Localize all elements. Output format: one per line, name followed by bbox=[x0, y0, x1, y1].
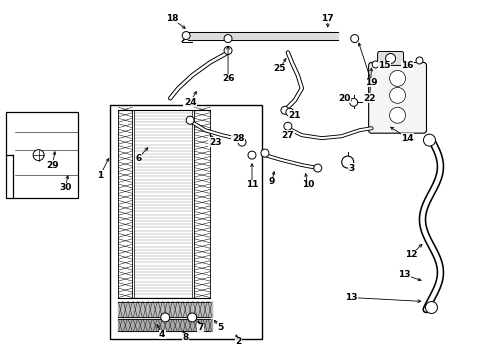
Text: 26: 26 bbox=[222, 74, 234, 83]
Text: 22: 22 bbox=[363, 94, 375, 103]
Text: 25: 25 bbox=[273, 64, 285, 73]
Text: 27: 27 bbox=[281, 131, 294, 140]
Text: 10: 10 bbox=[301, 180, 313, 189]
Circle shape bbox=[389, 107, 405, 123]
Circle shape bbox=[371, 61, 378, 68]
Text: 23: 23 bbox=[208, 138, 221, 147]
Text: 14: 14 bbox=[400, 134, 413, 143]
Text: 30: 30 bbox=[59, 184, 72, 193]
Text: 28: 28 bbox=[231, 134, 244, 143]
Bar bbox=[110, 105, 262, 339]
Circle shape bbox=[341, 156, 353, 168]
Circle shape bbox=[33, 150, 44, 161]
Circle shape bbox=[161, 313, 169, 322]
Text: 21: 21 bbox=[288, 111, 301, 120]
Text: 20: 20 bbox=[338, 94, 350, 103]
Text: 2: 2 bbox=[234, 337, 241, 346]
Text: 12: 12 bbox=[405, 250, 417, 259]
FancyBboxPatch shape bbox=[368, 62, 426, 133]
Text: 1: 1 bbox=[97, 171, 103, 180]
Circle shape bbox=[284, 122, 291, 130]
Circle shape bbox=[187, 313, 196, 322]
Text: 11: 11 bbox=[245, 180, 258, 189]
Text: 5: 5 bbox=[217, 323, 223, 332]
Text: 4: 4 bbox=[159, 330, 165, 339]
Text: 6: 6 bbox=[135, 154, 141, 163]
Text: 24: 24 bbox=[183, 98, 196, 107]
Text: 17: 17 bbox=[321, 14, 333, 23]
Text: 18: 18 bbox=[165, 14, 178, 23]
Text: 19: 19 bbox=[365, 78, 377, 87]
FancyBboxPatch shape bbox=[377, 51, 403, 66]
Circle shape bbox=[224, 46, 232, 54]
Text: 13: 13 bbox=[398, 270, 410, 279]
Circle shape bbox=[247, 151, 255, 159]
Circle shape bbox=[186, 116, 194, 124]
Circle shape bbox=[285, 108, 293, 116]
Circle shape bbox=[224, 35, 232, 42]
Circle shape bbox=[182, 32, 190, 40]
Text: 3: 3 bbox=[348, 163, 354, 172]
Text: 8: 8 bbox=[182, 333, 188, 342]
Circle shape bbox=[425, 302, 437, 314]
Circle shape bbox=[350, 35, 358, 42]
Circle shape bbox=[389, 71, 405, 86]
Circle shape bbox=[313, 164, 321, 172]
Circle shape bbox=[238, 138, 245, 146]
Circle shape bbox=[280, 106, 288, 114]
Circle shape bbox=[415, 57, 422, 64]
Circle shape bbox=[389, 87, 405, 103]
Text: 16: 16 bbox=[401, 61, 413, 70]
Text: 9: 9 bbox=[268, 177, 275, 186]
Text: 29: 29 bbox=[46, 161, 59, 170]
Circle shape bbox=[385, 54, 395, 63]
Polygon shape bbox=[6, 112, 78, 198]
Text: 13: 13 bbox=[345, 293, 357, 302]
Circle shape bbox=[423, 134, 435, 146]
Circle shape bbox=[349, 98, 357, 106]
Text: 15: 15 bbox=[378, 61, 390, 70]
Circle shape bbox=[261, 149, 268, 157]
Text: 7: 7 bbox=[197, 323, 203, 332]
